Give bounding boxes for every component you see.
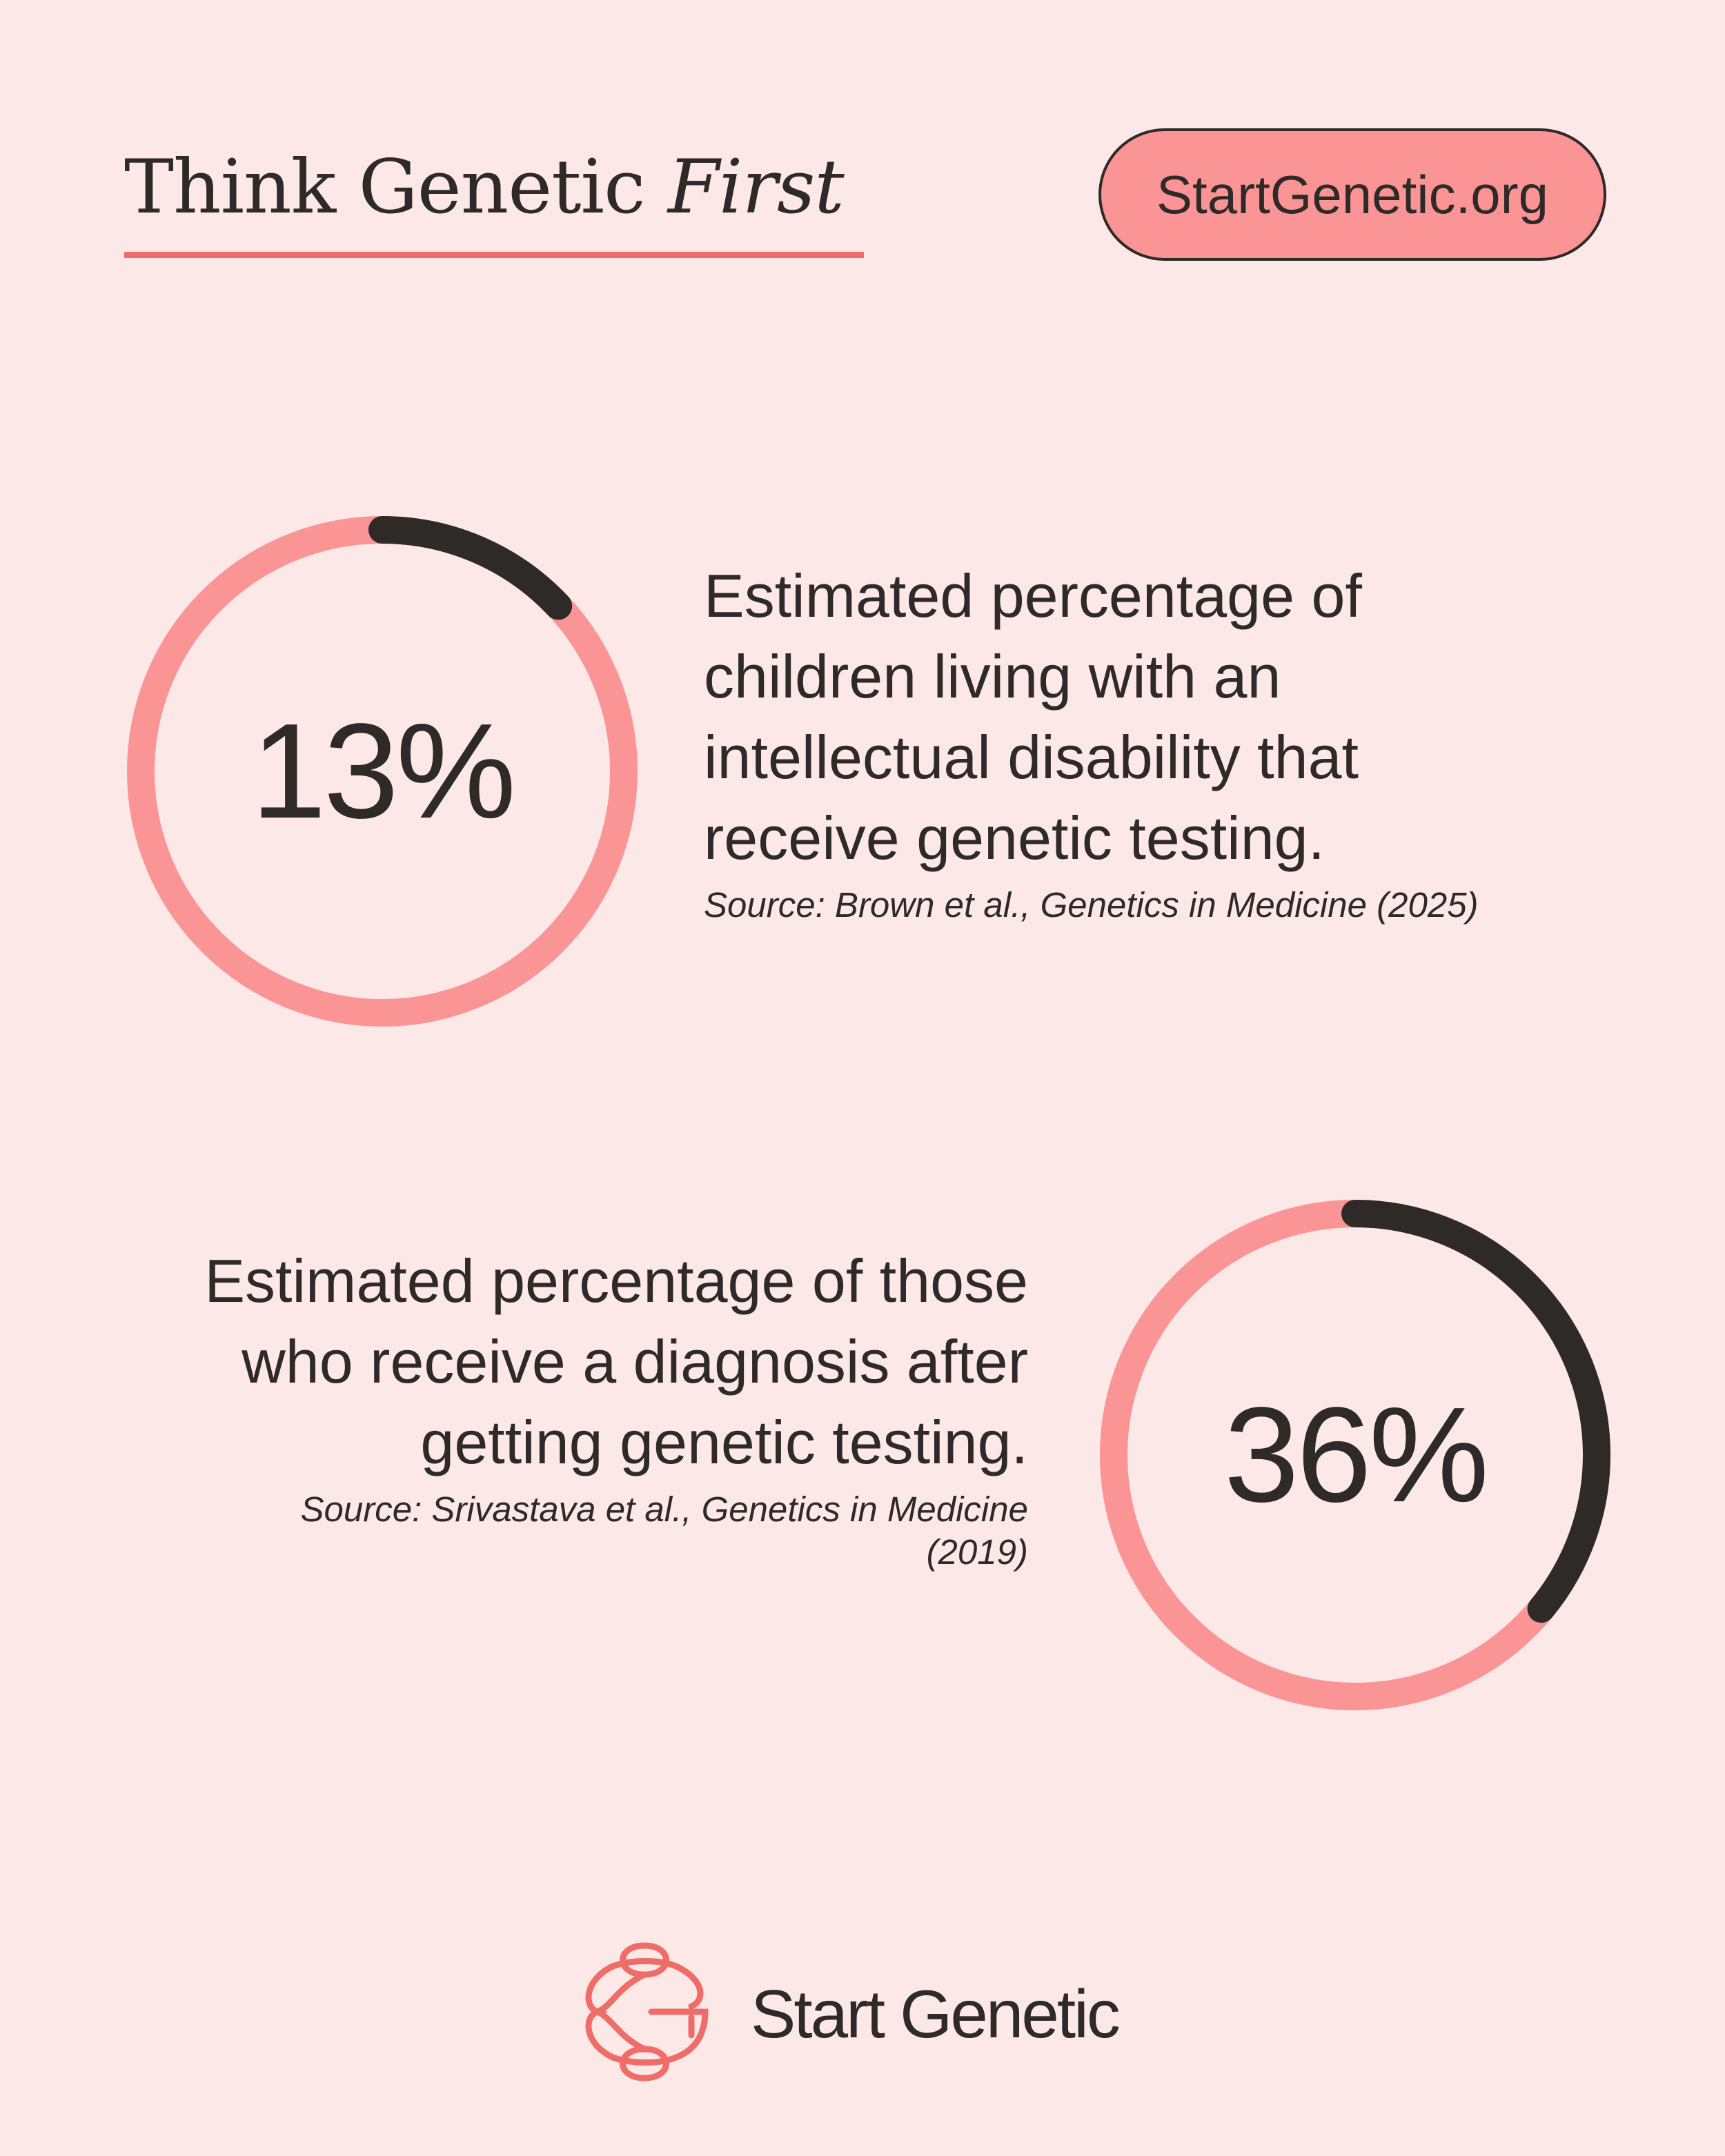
- website-badge[interactable]: StartGenetic.org: [1098, 128, 1606, 261]
- page-title: Think Genetic First: [124, 150, 845, 225]
- stat-text-2: Estimated percentage of those who receiv…: [200, 1240, 1028, 1574]
- ring-progress-2: [1100, 1200, 1610, 1710]
- stat-description-2: Estimated percentage of those who receiv…: [204, 1247, 1028, 1476]
- ring-chart-2: [1100, 1200, 1610, 1710]
- title-main: Think Genetic: [124, 144, 646, 230]
- stat-source-2: Source: Srivastava et al., Genetics in M…: [300, 1490, 1029, 1572]
- brand-name: Start Genetic: [751, 1976, 1121, 2052]
- dna-helix-g-icon: [570, 1932, 719, 2092]
- stat-value-2: 36%: [1223, 1379, 1489, 1530]
- ring-progress-1: [127, 516, 638, 1027]
- stat-ring-1: 13%: [120, 509, 644, 1034]
- stat-source-1: Source: Brown et al., Genetics in Medici…: [704, 885, 1479, 924]
- title-emphasis: First: [667, 144, 845, 230]
- ring-chart-1: [127, 516, 638, 1027]
- stat-description-1: Estimated percentage of children living …: [704, 562, 1362, 872]
- title-underline: [124, 252, 864, 258]
- stat-text-1: Estimated percentage of children living …: [704, 555, 1532, 927]
- stat-value-1: 13%: [250, 695, 516, 847]
- stat-ring-2: 36%: [1093, 1193, 1617, 1717]
